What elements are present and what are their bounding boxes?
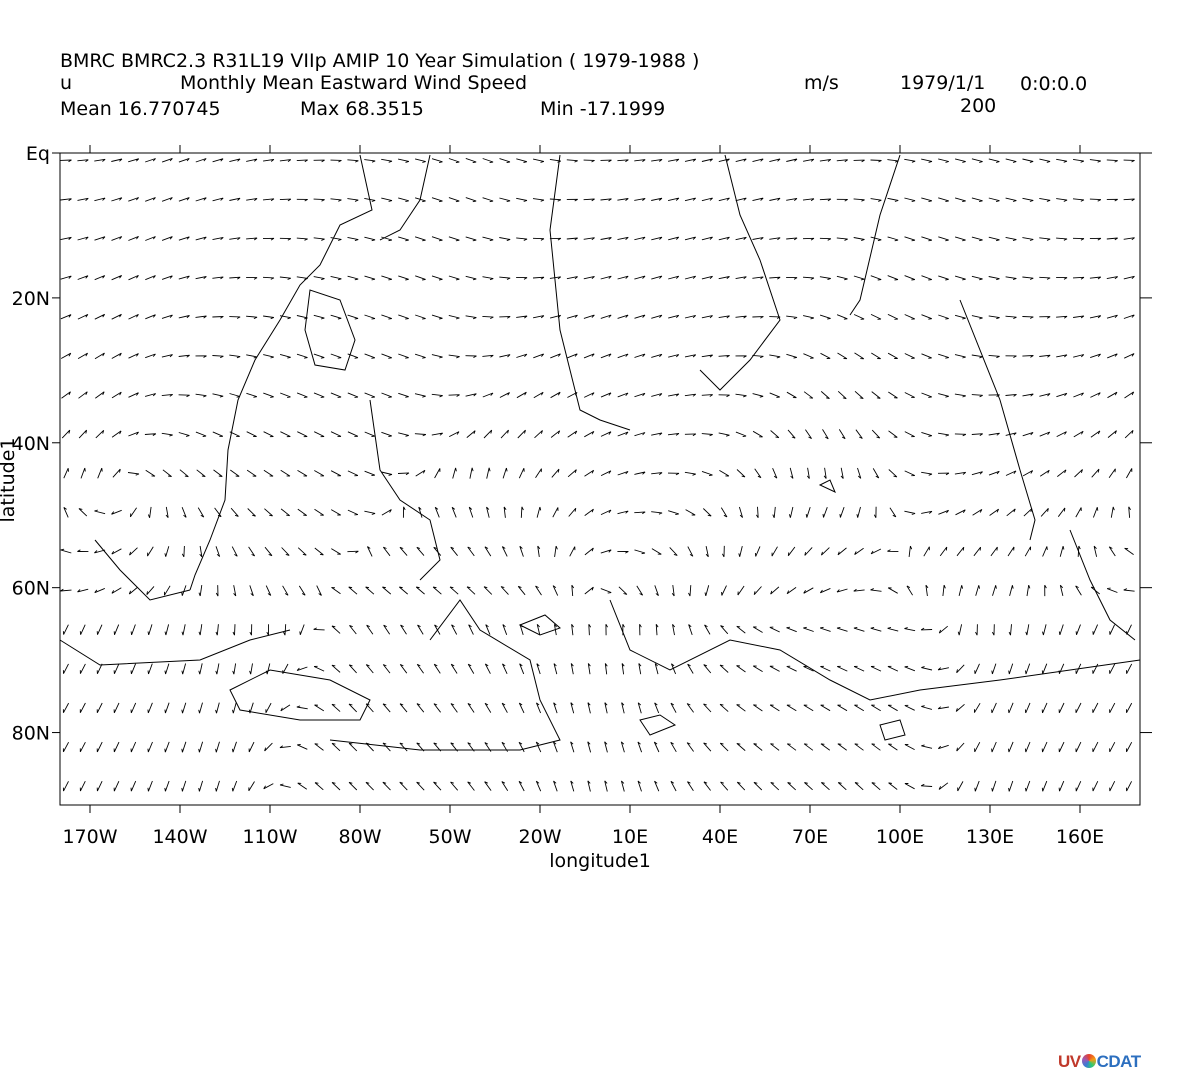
coastline-segment: [959, 299, 1036, 541]
level-label: 200: [960, 95, 997, 117]
coastline-segment: [304, 289, 356, 371]
coastline-segment: [879, 719, 906, 741]
x-tick-label: 170W: [62, 826, 117, 848]
plot-frame: [59, 152, 1141, 806]
coastline-segment: [94, 539, 191, 601]
wind-vector-arrows: [60, 157, 1135, 792]
y-tick-label: 40N: [12, 433, 50, 455]
y-tick-label: 20N: [12, 288, 50, 310]
coastline-segment: [369, 399, 441, 581]
coastline-segment: [229, 669, 371, 721]
x-tick-label: 50W: [429, 826, 472, 848]
coastline-segment: [379, 154, 431, 241]
y-tick-label: Eq: [26, 143, 50, 165]
x-tick-label: 140W: [152, 826, 207, 848]
coastline-segment: [189, 154, 373, 591]
x-tick-label: 160E: [1056, 826, 1104, 848]
date-label: 1979/1/1: [900, 72, 986, 94]
x-tick-label: 20W: [519, 826, 562, 848]
units-label: m/s: [804, 72, 839, 94]
variable-long-name: Monthly Mean Eastward Wind Speed: [180, 72, 528, 94]
globe-icon: [1081, 1054, 1096, 1068]
x-tick-label: 10E: [612, 826, 648, 848]
y-axis-ticks: Eq 20N 40N 60N 80N: [12, 143, 1152, 745]
plot-title: BMRC BMRC2.3 R31L19 VIIp AMIP 10 Year Si…: [60, 50, 700, 72]
y-axis-label: latitude1: [0, 438, 19, 523]
x-axis-label: longitude1: [549, 850, 651, 872]
coastline-segment: [699, 154, 781, 391]
coastline-segment: [1069, 529, 1136, 641]
max-stat: Max 68.3515: [300, 98, 424, 120]
y-tick-label: 60N: [12, 578, 50, 600]
x-tick-label: 100E: [876, 826, 924, 848]
x-tick-label: 40E: [702, 826, 738, 848]
coastline-segment: [849, 154, 901, 316]
logo-text-left: UV: [1058, 1052, 1081, 1071]
coastline-segment: [59, 629, 291, 666]
coastline-segment: [639, 714, 677, 736]
coastline-segment: [518, 614, 561, 636]
logo-text-right: CDAT: [1096, 1052, 1141, 1071]
x-tick-label: 110W: [242, 826, 297, 848]
x-tick-label: 70E: [792, 826, 828, 848]
coastline-segment: [549, 154, 631, 431]
variable-name: u: [60, 72, 73, 94]
x-axis-ticks: 170W 140W 110W 80W 50W 20W 10E 40E 70E 100E 130E 16…: [62, 145, 1104, 848]
coastline-segment: [818, 479, 836, 493]
wind-vectors: [60, 157, 1135, 792]
min-stat: Min -17.1999: [540, 98, 666, 120]
coastline-segment: [329, 599, 561, 751]
time-label: 0:0:0.0: [1020, 73, 1088, 95]
x-tick-label: 80W: [339, 826, 382, 848]
uvcdat-logo: UV CDAT: [1058, 1052, 1141, 1072]
x-tick-label: 130E: [966, 826, 1014, 848]
coastline-segment: [609, 599, 1141, 701]
coastlines: [59, 154, 1141, 751]
mean-stat: Mean 16.770745: [60, 98, 221, 120]
y-tick-label: 80N: [12, 723, 50, 745]
